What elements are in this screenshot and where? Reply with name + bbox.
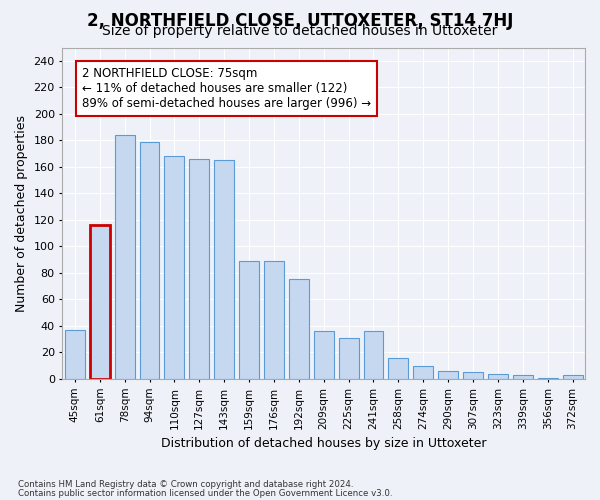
Bar	[140, 142, 160, 379]
Bar	[488, 374, 508, 379]
Bar	[314, 331, 334, 379]
Bar	[115, 135, 134, 379]
Text: Contains public sector information licensed under the Open Government Licence v3: Contains public sector information licen…	[18, 488, 392, 498]
Bar	[438, 371, 458, 379]
Bar	[338, 338, 359, 379]
Bar	[90, 225, 110, 379]
Text: Size of property relative to detached houses in Uttoxeter: Size of property relative to detached ho…	[103, 24, 497, 38]
Bar	[214, 160, 234, 379]
Text: Contains HM Land Registry data © Crown copyright and database right 2024.: Contains HM Land Registry data © Crown c…	[18, 480, 353, 489]
Bar	[239, 261, 259, 379]
Bar	[65, 330, 85, 379]
Bar	[563, 375, 583, 379]
Bar	[538, 378, 557, 379]
Bar	[513, 375, 533, 379]
Text: 2 NORTHFIELD CLOSE: 75sqm
← 11% of detached houses are smaller (122)
89% of semi: 2 NORTHFIELD CLOSE: 75sqm ← 11% of detac…	[82, 68, 371, 110]
Bar	[413, 366, 433, 379]
Bar	[190, 159, 209, 379]
Bar	[463, 372, 483, 379]
X-axis label: Distribution of detached houses by size in Uttoxeter: Distribution of detached houses by size …	[161, 437, 487, 450]
Bar	[364, 331, 383, 379]
Y-axis label: Number of detached properties: Number of detached properties	[15, 114, 28, 312]
Bar	[164, 156, 184, 379]
Bar	[264, 261, 284, 379]
Text: 2, NORTHFIELD CLOSE, UTTOXETER, ST14 7HJ: 2, NORTHFIELD CLOSE, UTTOXETER, ST14 7HJ	[87, 12, 513, 30]
Bar	[289, 280, 309, 379]
Bar	[388, 358, 409, 379]
